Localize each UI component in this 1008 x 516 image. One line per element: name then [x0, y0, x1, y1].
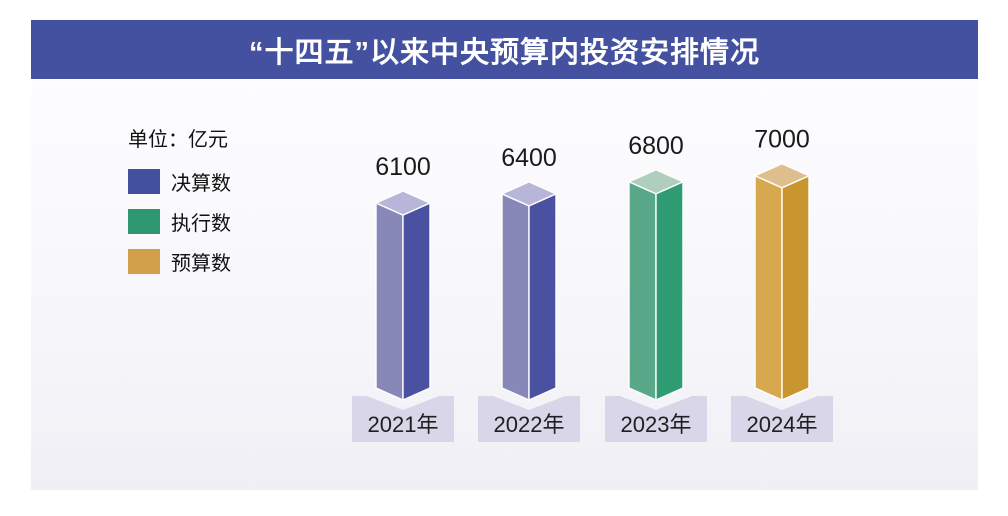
page-title: “十四五”以来中央预算内投资安排情况 — [248, 36, 760, 69]
bar-group: 6400 2022年 — [478, 144, 580, 442]
bar-value-label: 7000 — [754, 126, 810, 154]
bar-value-label: 6100 — [375, 153, 431, 181]
bar-top-face — [754, 163, 810, 189]
legend-label: 预算数 — [171, 253, 231, 275]
bar-right-face — [781, 175, 810, 401]
bar-top-face — [375, 190, 431, 216]
bar-right-face — [402, 202, 431, 401]
bar-top-face — [628, 169, 684, 195]
legend-item: 执行数 — [128, 209, 231, 235]
category-plate — [352, 396, 454, 442]
legend-swatch-icon — [128, 169, 160, 194]
legend-label: 决算数 — [171, 173, 231, 195]
category-plate — [478, 396, 580, 442]
legend-item: 决算数 — [128, 169, 231, 195]
bar-value-label: 6800 — [628, 132, 684, 160]
bar-group: 6100 2021年 — [352, 153, 454, 442]
year-label: 2022年 — [494, 412, 565, 437]
title-banner: “十四五”以来中央预算内投资安排情况 — [31, 20, 978, 79]
bar-left-face — [501, 193, 530, 401]
chart-legend: 决算数 执行数 预算数 — [128, 169, 231, 289]
bar-value-label: 6400 — [501, 144, 557, 172]
legend-label: 执行数 — [171, 213, 231, 235]
year-label: 2024年 — [747, 412, 818, 437]
bar-left-face — [754, 175, 783, 401]
bar-group: 6800 2023年 — [605, 132, 707, 442]
legend-swatch-icon — [128, 209, 160, 234]
year-label: 2021年 — [368, 412, 439, 437]
legend-item: 预算数 — [128, 249, 231, 275]
bar-left-face — [375, 202, 404, 401]
bar-top-face — [501, 181, 557, 207]
legend-swatch-icon — [128, 249, 160, 274]
category-plate — [605, 396, 707, 442]
chart-area: 6100 2021年 6400 2022年 6800 2023年 7000 2024年 单位：… — [31, 79, 978, 490]
bar-right-face — [655, 181, 684, 401]
bar-group: 7000 2024年 — [731, 126, 833, 442]
bar-right-face — [528, 193, 557, 401]
bar-chart: 6100 2021年 6400 2022年 6800 2023年 7000 2024年 — [352, 126, 833, 442]
bar-left-face — [628, 181, 657, 401]
category-plate — [731, 396, 833, 442]
unit-label: 单位：亿元 — [128, 129, 228, 151]
year-label: 2023年 — [621, 412, 692, 437]
